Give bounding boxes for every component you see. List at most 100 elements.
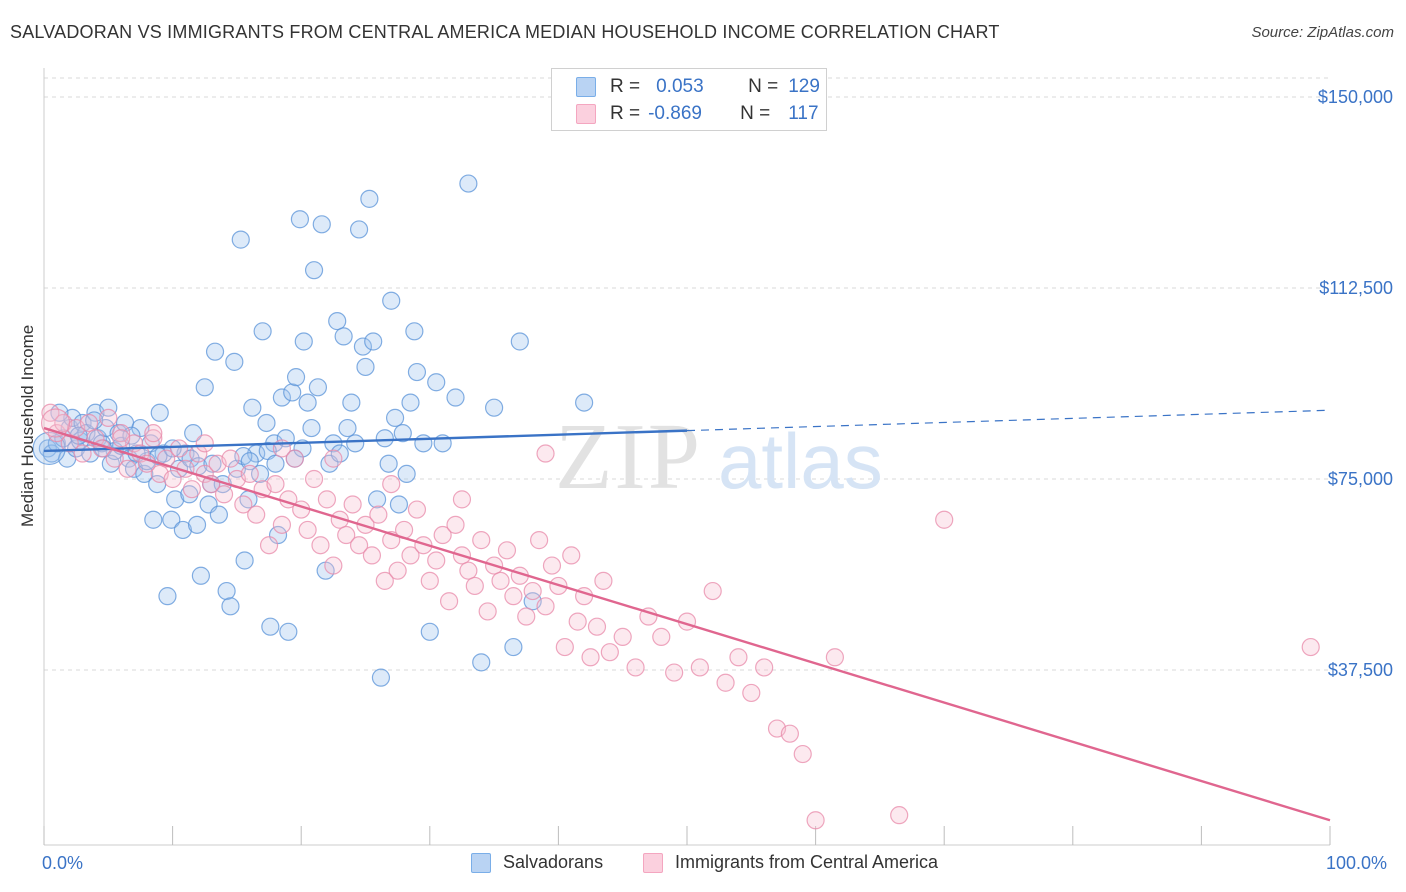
central-america-point (536, 444, 555, 463)
central-america-point (298, 520, 317, 540)
salvadoran-point (328, 312, 347, 331)
central-america-point (182, 480, 201, 499)
salvadoran-point (338, 418, 357, 438)
central-america-point (118, 459, 137, 478)
central-america-point (73, 444, 92, 463)
salvadoran-point (407, 362, 427, 382)
central-america-point (439, 592, 459, 611)
salvadoran-point (217, 581, 236, 601)
central-america-point (304, 469, 324, 489)
central-america-point (825, 648, 844, 667)
central-america-point (780, 724, 799, 743)
central-america-point (452, 490, 472, 509)
central-america-point (472, 531, 491, 550)
central-america-point (523, 581, 542, 601)
legend-r-label: R = (610, 103, 641, 124)
salvadoran-point (379, 454, 398, 473)
salvadoran-point (163, 439, 182, 458)
central-america-point (433, 525, 452, 545)
salvadoran-point (158, 587, 177, 606)
central-america-point (311, 536, 330, 555)
central-america-point (259, 536, 279, 555)
chart-title: SALVADORAN VS IMMIGRANTS FROM CENTRAL AM… (10, 22, 1000, 42)
central-america-point (221, 449, 240, 468)
salvadoran-point (446, 388, 465, 407)
central-america-point (337, 525, 356, 545)
salvadoran-point (414, 434, 433, 453)
salvadoran-point (250, 464, 270, 484)
y-tick-label-112500: $112,500 (1319, 278, 1393, 298)
salvadoran-point (294, 332, 313, 351)
central-america-point (459, 561, 478, 580)
central-america-point (144, 424, 163, 443)
salvadoran-point (367, 490, 387, 509)
central-america-point (234, 495, 253, 514)
central-america-point (729, 648, 748, 667)
central-america-point (600, 643, 619, 662)
central-america-point (272, 515, 292, 534)
salvadoran-point (360, 189, 379, 208)
salvadoran-point (389, 495, 409, 514)
central-america-point (369, 505, 388, 524)
salvadoran-point (298, 393, 317, 412)
legend-n-label: N = (740, 103, 771, 124)
salvadoran-point (261, 617, 280, 636)
y-tick-label-150000: $150,000 (1317, 87, 1393, 107)
central-america-point (79, 413, 99, 433)
salvadoran-point (405, 322, 424, 341)
central-america-point (491, 571, 510, 590)
legend-row-salvadorans: R = 0.053 N = 129 (576, 75, 820, 99)
salvadoran-point (225, 352, 244, 371)
trend-lines (43, 409, 1331, 822)
bottom-legend-central-america: Immigrants from Central America (643, 852, 938, 873)
salvadoran-point (459, 174, 478, 193)
central-america-point (356, 515, 375, 534)
central-america-point (112, 424, 131, 443)
salvadoran-point (187, 515, 207, 534)
salvadoran-point (375, 429, 394, 448)
bottom-legend-salvadorans: Salvadorans (471, 852, 603, 873)
central-america-point (214, 485, 234, 504)
legend-r-label: R = (610, 76, 641, 97)
central-america-point (742, 683, 761, 703)
salvadoran-point (290, 210, 310, 229)
bottom-legend-label: Salvadorans (503, 852, 604, 872)
salvadoran-point (253, 322, 272, 341)
central-america-point (427, 551, 446, 570)
salvadoran-point (293, 439, 312, 458)
salvadoran-point (195, 378, 214, 397)
salvadoran-point (240, 452, 259, 471)
salvadoran-point (144, 510, 163, 529)
salvadoran-point (166, 490, 185, 509)
salvadoran-point (286, 368, 306, 387)
y-axis-label: Median Household Income (18, 324, 37, 527)
salvadoran-point (385, 408, 405, 427)
central-america-point (317, 490, 337, 509)
salvadoran-point (231, 230, 250, 249)
salvadoran-point (382, 291, 401, 310)
central-america-point (240, 464, 259, 484)
central-america-point (542, 556, 562, 575)
salvadoran-point (485, 398, 504, 417)
central-america-point (652, 627, 671, 646)
salvadoran-point (342, 393, 361, 412)
central-america-trend-line (43, 426, 1331, 822)
salvadoran-point (420, 622, 439, 641)
correlation-legend: R = 0.053 N = 129 R = -0.869 N = 117 (551, 68, 827, 131)
salvadoran-point (312, 215, 331, 234)
central-america-point (407, 500, 427, 519)
salvadoran-point (279, 622, 298, 641)
salvadoran-point (235, 551, 254, 570)
legend-row-central-america: R = -0.869 N = 117 (576, 102, 819, 126)
central-america-point (401, 546, 420, 565)
salvadoran-point (397, 464, 416, 484)
y-tick-label-37500: $37,500 (1327, 660, 1393, 680)
central-america-point (517, 607, 536, 626)
salvadoran-point (173, 520, 192, 540)
salvadoran-point (324, 434, 343, 453)
central-america-point (581, 648, 600, 667)
x-tick-label-0: 0.0% (42, 853, 84, 873)
salvadoran-point (85, 411, 104, 430)
salvadoran-point (283, 383, 302, 402)
central-america-point (99, 408, 118, 427)
